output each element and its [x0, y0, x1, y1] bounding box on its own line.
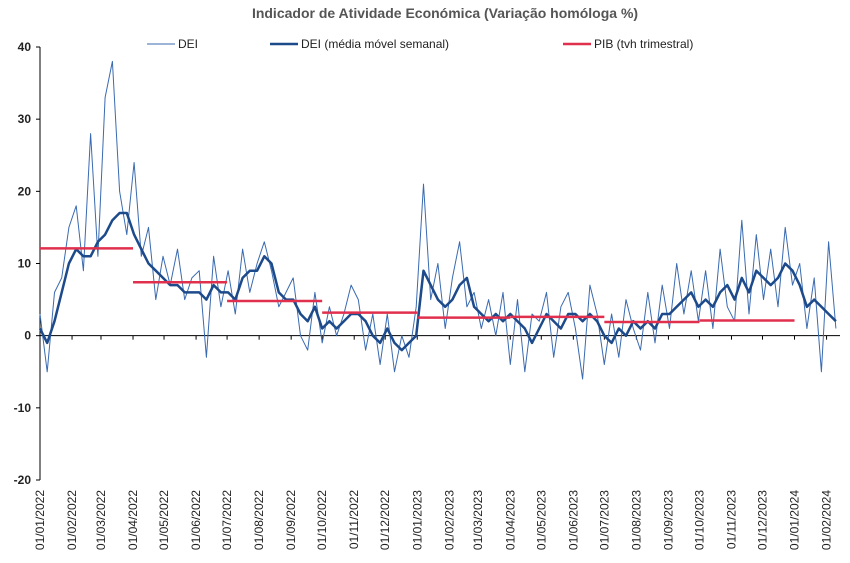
x-tick-label: 01/02/2023: [442, 490, 456, 550]
y-tick-label: 30: [18, 112, 32, 126]
legend-label: PIB (tvh trimestral): [594, 37, 693, 51]
series-line: [39, 60, 837, 380]
series-line: [38, 211, 837, 352]
x-tick-label: 01/08/2023: [629, 490, 643, 550]
x-tick-label: 01/12/2023: [755, 490, 769, 550]
y-tick-label: -20: [14, 473, 32, 487]
legend-label: DEI (média móvel semanal): [301, 37, 449, 51]
x-tick-label: 01/10/2023: [692, 490, 706, 550]
x-tick-label: 01/06/2022: [189, 490, 203, 550]
x-tick-label: 01/01/2023: [410, 490, 424, 550]
x-tick-label: 01/02/2022: [65, 490, 79, 550]
x-tick-label: 01/12/2022: [378, 490, 392, 550]
y-tick-label: 20: [18, 184, 32, 198]
x-tick-label: 01/05/2023: [534, 490, 548, 550]
x-tick-label: 01/05/2022: [157, 490, 171, 550]
x-tick-label: 01/09/2022: [284, 490, 298, 550]
x-tick-label: 01/06/2023: [566, 490, 580, 550]
x-tick-label: 01/04/2022: [126, 490, 140, 550]
y-tick-label: -10: [14, 401, 32, 415]
y-tick-label: 0: [24, 329, 31, 343]
x-tick-label: 01/08/2022: [252, 490, 266, 550]
x-tick-label: 01/09/2023: [661, 490, 675, 550]
x-tick-label: 01/10/2022: [315, 490, 329, 550]
x-tick-label: 01/04/2023: [503, 490, 517, 550]
legend-label: DEI: [178, 37, 198, 51]
y-tick-label: 40: [18, 40, 32, 54]
x-tick-label: 01/01/2024: [788, 490, 802, 550]
chart-title: Indicador de Atividade Económica (Variaç…: [252, 5, 638, 21]
x-tick-label: 01/02/2024: [820, 490, 834, 550]
x-tick-label: 01/07/2023: [597, 490, 611, 550]
x-tick-label: 01/07/2022: [220, 490, 234, 550]
x-tick-label: 01/01/2022: [33, 490, 47, 550]
x-tick-label: 01/03/2022: [94, 490, 108, 550]
x-tick-label: 01/03/2023: [471, 490, 485, 550]
x-tick-label: 01/11/2022: [347, 490, 361, 549]
x-tick-label: 01/11/2023: [724, 490, 738, 549]
y-tick-label: 10: [18, 257, 32, 271]
